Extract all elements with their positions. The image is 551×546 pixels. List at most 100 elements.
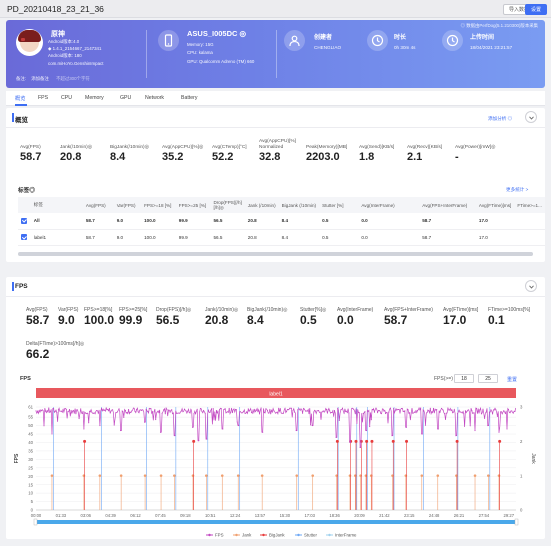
fps-point [258, 413, 261, 415]
chevron-down-icon [529, 284, 534, 289]
fps-point [372, 409, 374, 411]
fps-point [348, 412, 350, 414]
fps-point [356, 422, 358, 424]
fps-point [228, 407, 230, 409]
more-stats-link[interactable]: 更多统计 > [506, 187, 529, 192]
reset-link[interactable]: 重置 [507, 377, 518, 383]
metric-label: Avg(Power)[mW]◎ [455, 145, 496, 150]
fps-point [235, 408, 237, 410]
fps-point [386, 412, 388, 414]
metric: FPS>=25[%] 99.9 [119, 307, 147, 328]
metric-label: Avg(FPS) [20, 145, 41, 150]
tab-memory[interactable]: Memory [85, 95, 104, 101]
metric: Avg(FTime)[ms] 17.0 [443, 307, 478, 328]
table-cell: 58.7 [82, 229, 114, 246]
fps-point [273, 410, 275, 412]
table-header: Avg(FPS+InterFrame) [419, 197, 476, 213]
fps-point [179, 412, 181, 414]
tab-cpu[interactable]: CPU [61, 95, 72, 101]
fps-threshold-input-a[interactable]: 18 [454, 374, 474, 383]
fps-point [236, 421, 238, 423]
device-memory: Memory: 15G [187, 42, 214, 47]
bigjank-point [335, 439, 339, 443]
fps-point [378, 410, 380, 412]
table-cell: 0.0 [358, 213, 420, 230]
jank-point [173, 474, 176, 477]
fps-point [246, 411, 248, 413]
tab-gpu[interactable]: GPU [120, 95, 132, 101]
table-scrollbar[interactable] [18, 252, 533, 256]
table-row[interactable]: All 58.7 9.0 100.0 99.9 56.5 20.8 8.4 0.… [18, 213, 545, 230]
fps-point [365, 430, 368, 432]
fps-point [145, 408, 147, 410]
fps-point [54, 410, 56, 413]
fps-point [437, 428, 439, 430]
tab-fps[interactable]: FPS [38, 95, 49, 101]
metric: Delta(FTime)>100ms[/h]◎ 66.2 [26, 341, 84, 362]
fps-point [225, 412, 227, 414]
metric: Avg(AppCPU)[%]◎ 35.2 [162, 145, 203, 164]
row-checkbox[interactable] [18, 229, 31, 246]
fps-point [167, 409, 170, 411]
collapse-button[interactable] [525, 280, 537, 292]
fps-point [282, 412, 285, 414]
fps-point [341, 407, 344, 409]
metric-value: 2203.0 [306, 151, 340, 163]
tab-network[interactable]: Network [145, 95, 165, 101]
fps-point [137, 411, 139, 413]
add-analysis-link[interactable]: 添加分析 ◎ [488, 116, 513, 121]
fps-point [514, 410, 516, 413]
fps-point [120, 430, 122, 432]
fps-point [487, 425, 489, 427]
fps-point [56, 411, 58, 414]
title-accent [12, 282, 14, 291]
slider-handle [33, 518, 38, 526]
metric-value: 52.2 [212, 151, 234, 163]
legend-swatch-dot [262, 533, 265, 537]
settings-button[interactable]: 设置 [525, 4, 548, 15]
fps-point [51, 433, 53, 435]
jank-point [143, 474, 147, 477]
collapse-button[interactable] [525, 111, 537, 123]
fps-threshold-input-b[interactable]: 25 [478, 374, 498, 383]
y-right-tick-label: 1 [520, 473, 523, 478]
table-row[interactable]: label1 58.7 9.0 100.0 99.9 56.5 20.8 8.4… [18, 229, 545, 246]
fps-point [164, 413, 166, 415]
fps-point [175, 412, 178, 414]
fps-point [150, 408, 152, 410]
device-name: ASUS_I005DC ◎ [187, 29, 247, 38]
phone-icon [158, 30, 179, 51]
slider-handle [514, 518, 519, 526]
fps-point [319, 411, 321, 413]
fps-point [298, 408, 300, 410]
x-tick-label: 00:00 [31, 513, 42, 518]
tab-battery[interactable]: Battery [181, 95, 198, 101]
fps-point [503, 410, 505, 412]
fps-point [182, 411, 184, 413]
fps-point [346, 411, 348, 414]
fps-series-line [35, 406, 517, 448]
metric-label: Avg(Send)[KB/s] [359, 145, 395, 150]
fps-point [292, 409, 294, 411]
x-tick-label: 27:54 [479, 513, 490, 518]
active-tab-indicator [15, 104, 27, 106]
fps-point [468, 409, 470, 411]
remark-row: 备注: 添加备注 不超过300个字符 [16, 76, 90, 82]
metric-label: Jank(/10min)◎ [60, 145, 92, 150]
y-right-tick-label: 3 [520, 405, 523, 410]
fps-point [238, 425, 240, 427]
fps-point [223, 408, 225, 410]
fps-point [340, 409, 342, 411]
fps-point [81, 412, 83, 415]
metric-value: 8.4 [247, 313, 264, 327]
fps-point [274, 412, 277, 414]
fps-point [337, 407, 339, 409]
tab-overview[interactable]: 概览 [15, 96, 26, 102]
table-header [18, 197, 31, 213]
fps-point [511, 410, 513, 412]
row-checkbox[interactable] [18, 213, 31, 230]
table-cell: 56.5 [210, 229, 245, 246]
remark-add-link[interactable]: 添加备注 [31, 76, 49, 81]
title-accent [12, 113, 14, 122]
fps-point [396, 409, 398, 411]
